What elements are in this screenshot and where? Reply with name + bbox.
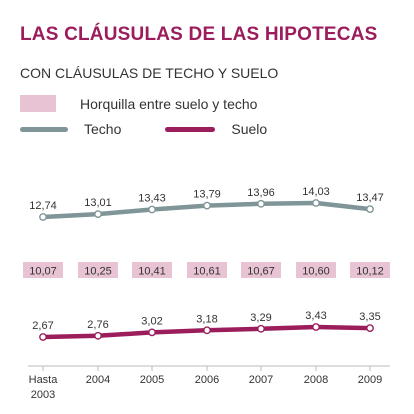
techo-point [257, 199, 265, 208]
techo-value-label: 13,47 [356, 192, 384, 204]
suelo-point [366, 324, 374, 332]
x-tick-label: Hasta [29, 374, 59, 386]
techo-value-label: 13,79 [193, 189, 221, 201]
range-label: 10,25 [84, 266, 112, 278]
range-box [296, 262, 336, 278]
suelo-point [148, 328, 156, 337]
range-label: 10,67 [247, 266, 275, 278]
range-box [23, 262, 63, 278]
range-label: 10,60 [302, 266, 330, 278]
suelo-value-label: 3,02 [141, 315, 162, 327]
techo-point [148, 205, 156, 214]
range-label: 10,12 [356, 266, 384, 278]
techo-value-label: 13,01 [84, 197, 112, 209]
x-tick-label: 2005 [140, 374, 164, 386]
techo-point [94, 210, 102, 219]
legend-techo-swatch [20, 126, 68, 132]
title: LAS CLÁUSULAS DE LAS HIPOTECAS [20, 24, 378, 45]
subtitle: CON CLÁUSULAS DE TECHO Y SUELO [20, 65, 279, 81]
suelo-value-label: 2,67 [32, 320, 53, 332]
legend-suelo-label: Suelo [231, 121, 268, 137]
legend-suelo-swatch [165, 126, 216, 132]
suelo-point [39, 333, 47, 341]
range-label: 10,61 [193, 266, 221, 278]
techo-point [203, 201, 211, 210]
suelo-point [203, 326, 211, 335]
range-box [78, 262, 118, 278]
suelo-value-label: 3,29 [250, 312, 271, 324]
techo-point [366, 205, 374, 214]
range-box [187, 262, 227, 278]
suelo-value-label: 3,35 [359, 311, 380, 323]
range-label: 10,41 [138, 266, 166, 278]
techo-value-label: 12,74 [29, 200, 57, 212]
techo-point [39, 213, 47, 221]
suelo-value-label: 3,18 [196, 313, 217, 325]
legend-band-swatch [20, 95, 56, 112]
x-tick-label: 2006 [195, 374, 219, 386]
legend-line-entries: Techo Suelo [20, 121, 267, 137]
x-tick-label: 2008 [304, 374, 328, 386]
range-label: 10,07 [29, 266, 57, 278]
techo-value-label: 13,43 [138, 193, 166, 205]
x-tick-label: 2007 [249, 374, 273, 386]
suelo-value-label: 3,43 [305, 310, 326, 322]
x-tick-label: 2004 [86, 374, 110, 386]
techo-point [312, 199, 320, 207]
legend-techo-label: Techo [84, 121, 122, 137]
suelo-point [312, 323, 320, 331]
x-tick-label: 2009 [358, 374, 382, 386]
legend-band-entry: Horquilla entre suelo y techo [20, 95, 257, 112]
legend-band-label: Horquilla entre suelo y techo [80, 95, 258, 112]
range-box [241, 262, 281, 278]
range-box [132, 262, 172, 278]
x-tick-label: 2003 [31, 389, 55, 401]
suelo-point [94, 331, 102, 340]
suelo-point [257, 324, 265, 333]
techo-value-label: 13,96 [247, 187, 275, 199]
techo-value-label: 14,03 [302, 186, 330, 198]
suelo-value-label: 2,76 [87, 319, 108, 331]
range-box [350, 262, 390, 278]
